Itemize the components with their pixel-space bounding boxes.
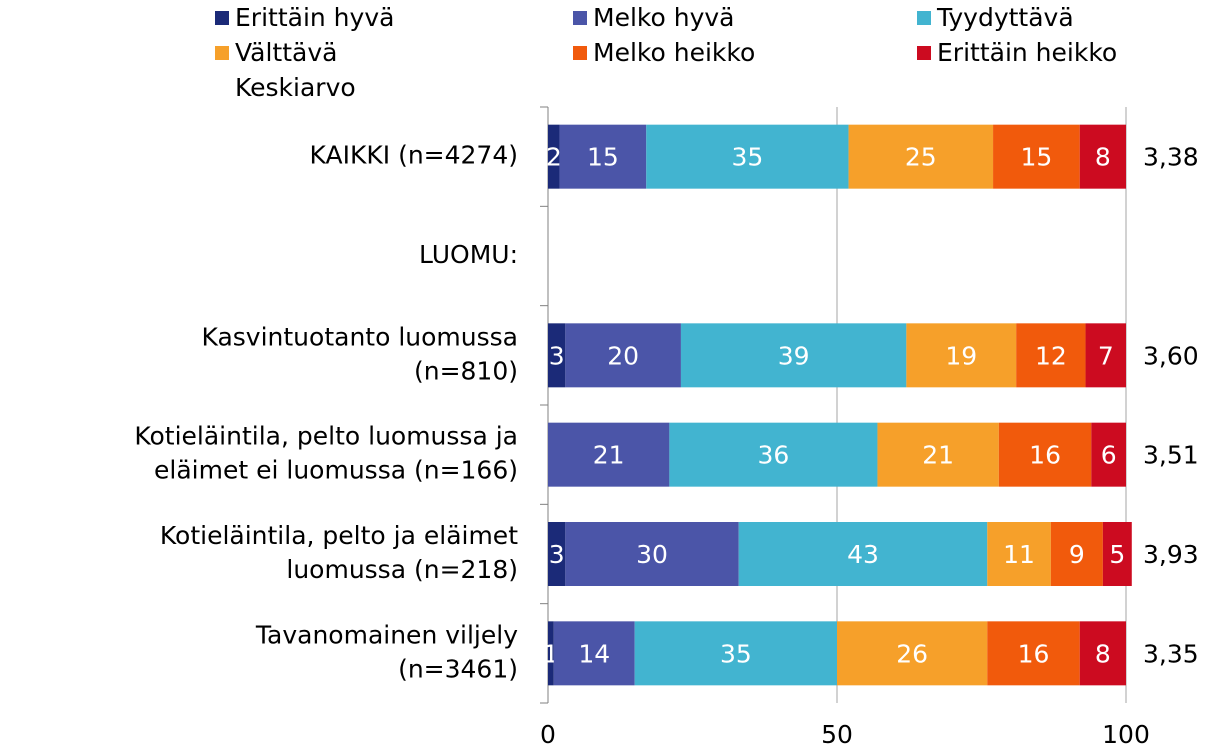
value-label: 21	[922, 441, 954, 470]
legend-swatch	[917, 11, 931, 25]
bar-segment	[987, 522, 1051, 586]
bar-segment	[548, 323, 566, 388]
value-label: 2	[546, 143, 562, 172]
bar-segment	[998, 422, 1092, 487]
bar-segment	[565, 323, 681, 388]
bar-segment	[1102, 522, 1132, 586]
value-label: 25	[905, 143, 937, 172]
category-label: Kotieläintila, pelto luomussa ja eläimet …	[134, 422, 518, 485]
value-label: 16	[1029, 441, 1061, 470]
bar-segment	[548, 422, 670, 487]
value-label: 3	[549, 341, 565, 370]
value-label: 14	[578, 639, 610, 668]
value-label: 8	[1095, 639, 1111, 668]
mean-label: 3,38	[1143, 143, 1199, 172]
legend-label: Keskiarvo	[235, 73, 356, 102]
bar-segment	[848, 124, 994, 189]
bar-segment	[1079, 621, 1126, 686]
value-label: 7	[1098, 341, 1114, 370]
bar-segment	[565, 522, 739, 586]
value-label: 16	[1018, 639, 1050, 668]
category-label: Tavanomainen viljely (n=3461)	[255, 620, 518, 683]
bar-segment	[634, 621, 837, 686]
bar-segment	[906, 323, 1017, 388]
bar-segment	[646, 124, 849, 189]
value-label: 5	[1109, 540, 1125, 569]
legend-label: Erittäin heikko	[937, 38, 1117, 67]
mean-label: 3,35	[1143, 639, 1199, 668]
value-label: 15	[1021, 143, 1053, 172]
value-label: 26	[896, 639, 928, 668]
mean-label: 3,51	[1143, 441, 1199, 470]
bar-segment	[1091, 422, 1126, 487]
value-label: 11	[1003, 540, 1035, 569]
mean-label: 3,93	[1143, 540, 1199, 569]
value-label: 12	[1035, 341, 1067, 370]
category-label-line: KAIKKI (n=4274)	[310, 141, 518, 170]
category-label-line: Kotieläintila, pelto ja eläimet	[160, 521, 518, 550]
legend-swatch	[917, 46, 931, 60]
value-label: 20	[607, 341, 639, 370]
legend-label: Melko hyvä	[593, 3, 734, 32]
bar-segment	[1016, 323, 1086, 388]
legend-swatch	[215, 11, 229, 25]
category-label-line: LUOMU:	[419, 240, 518, 269]
bar-segment	[877, 422, 999, 487]
bar-segment	[559, 124, 647, 189]
bar-segment	[548, 522, 566, 586]
legend-label: Erittäin hyvä	[235, 3, 394, 32]
category-label-line: (n=3461)	[398, 654, 518, 683]
legend-label: Melko heikko	[593, 38, 755, 67]
category-label-line: luomussa (n=218)	[286, 555, 518, 584]
category-label: Kasvintuotanto luomussa (n=810)	[202, 322, 519, 385]
value-label: 8	[1095, 143, 1111, 172]
value-label: 21	[593, 441, 625, 470]
bar-segment	[738, 522, 988, 586]
legend-swatch	[573, 46, 587, 60]
bar-segment	[993, 124, 1080, 189]
value-label: 35	[732, 143, 764, 172]
bar-segment	[553, 621, 635, 686]
bar-segment	[669, 422, 878, 487]
bar-segment	[1079, 124, 1126, 189]
bar-segment	[548, 621, 554, 686]
legend-label: Tyydyttävä	[936, 3, 1074, 32]
category-label-line: eläimet ei luomussa (n=166)	[154, 456, 518, 485]
x-tick-label: 0	[540, 720, 556, 749]
category-label-line: Tavanomainen viljely	[255, 620, 518, 649]
value-label: 9	[1069, 540, 1085, 569]
value-label: 36	[758, 441, 790, 470]
value-label: 39	[778, 341, 810, 370]
category-label-line: (n=810)	[414, 356, 518, 385]
category-label: Kotieläintila, pelto ja eläimet luomussa …	[160, 521, 518, 584]
category-label-line: Kotieläintila, pelto luomussa ja	[134, 422, 518, 451]
bar-segment	[1085, 323, 1126, 388]
value-label: 15	[587, 143, 619, 172]
value-label: 43	[847, 540, 879, 569]
value-label: 6	[1101, 441, 1117, 470]
x-tick-label: 50	[821, 720, 853, 749]
bar-segment	[837, 621, 988, 686]
value-label: 3	[549, 540, 565, 569]
category-label-line: Kasvintuotanto luomussa	[202, 322, 519, 351]
value-label: 30	[636, 540, 668, 569]
bar-segment	[548, 124, 560, 189]
category-label: KAIKKI (n=4274)	[310, 141, 518, 170]
legend-swatch	[573, 11, 587, 25]
bar-segment	[1050, 522, 1103, 586]
category-label: LUOMU:	[419, 240, 518, 269]
value-label: 35	[720, 639, 752, 668]
legend-swatch	[215, 46, 229, 60]
bar-segment	[680, 323, 907, 388]
legend-label: Välttävä	[235, 38, 337, 67]
x-tick-label: 100	[1102, 720, 1150, 749]
bar-segment	[987, 621, 1080, 686]
mean-label: 3,60	[1143, 341, 1199, 370]
value-label: 19	[945, 341, 977, 370]
